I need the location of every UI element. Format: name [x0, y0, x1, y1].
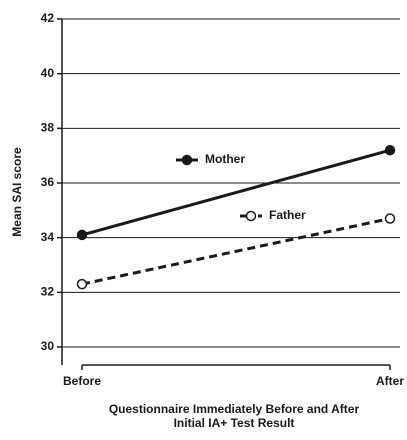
data-point	[384, 213, 396, 224]
y-tick-label: 36	[41, 175, 55, 189]
y-tick-label: 40	[41, 66, 55, 80]
legend-label: Father	[269, 208, 306, 222]
y-tick-label: 38	[41, 121, 55, 135]
legend-marker	[181, 154, 193, 166]
y-tick-label: 42	[41, 11, 55, 25]
x-tick-label: After	[376, 374, 404, 388]
series-line	[81, 148, 391, 237]
y-tick-label: 30	[41, 339, 55, 353]
x-axis-title: Initial IA+ Test Result	[174, 416, 295, 430]
x-axis-title: Questionnaire Immediately Before and Aft…	[109, 402, 360, 416]
y-tick-label: 32	[41, 285, 55, 299]
data-point	[76, 229, 88, 241]
y-axis-title: Mean SAI score	[10, 147, 24, 237]
x-tick-label: Before	[63, 374, 101, 388]
data-point	[384, 144, 396, 156]
series-line	[81, 217, 391, 286]
legend-label: Mother	[205, 152, 245, 166]
data-point	[76, 278, 88, 290]
legend-marker	[245, 210, 257, 222]
y-tick-label: 34	[41, 230, 55, 244]
